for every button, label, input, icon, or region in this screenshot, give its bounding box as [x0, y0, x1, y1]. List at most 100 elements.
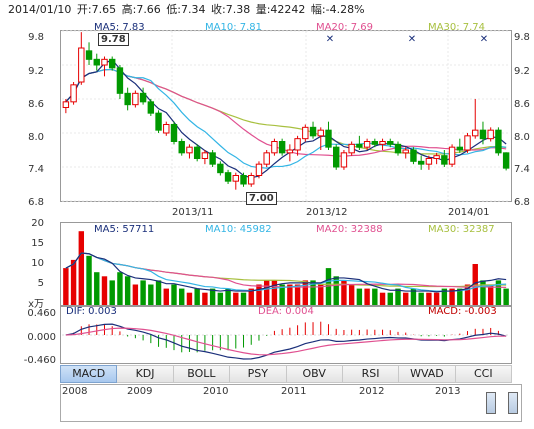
candle — [448, 146, 456, 165]
price-chart[interactable] — [60, 30, 512, 202]
price-tick: 8.6 — [28, 99, 44, 110]
price-tick: 7.4 — [514, 164, 530, 175]
candle — [224, 172, 232, 182]
volume-bar — [418, 292, 424, 305]
price-tick: 8.0 — [28, 132, 44, 143]
volume-bar — [171, 284, 177, 305]
candle — [286, 149, 294, 154]
candle — [487, 129, 494, 140]
price-tick: 9.2 — [28, 66, 44, 77]
dif-line — [65, 323, 507, 360]
candle — [193, 146, 201, 160]
vol-tick: 20 — [31, 218, 44, 229]
candle — [348, 143, 355, 154]
candle — [433, 155, 440, 160]
date-tick: 2014/01 — [448, 207, 490, 218]
ma10-line — [65, 68, 507, 169]
indicator-tabs: MACD KDJ BOLL PSY OBV RSI WVAD CCI — [60, 365, 512, 383]
volume-bar — [487, 284, 494, 305]
volume-bar — [294, 284, 301, 305]
volume-bar — [194, 288, 200, 305]
volume-bar — [109, 280, 115, 305]
candle — [425, 158, 433, 165]
volume-bar — [163, 288, 169, 305]
timeline-navigator[interactable] — [60, 384, 522, 422]
volume-bar — [240, 292, 247, 305]
tab-boll[interactable]: BOLL — [173, 365, 231, 383]
tab-wvad[interactable]: WVAD — [399, 365, 456, 383]
volume-bar — [155, 280, 162, 305]
tab-rsi[interactable]: RSI — [342, 365, 400, 383]
ma30-legend: MA30: 7.74 — [428, 22, 486, 33]
tab-macd[interactable]: MACD — [60, 365, 118, 383]
candle — [271, 141, 278, 154]
volume-bar — [310, 280, 316, 305]
vol-ma10-legend: MA10: 45982 — [205, 224, 272, 235]
macd-tick: -0.460 — [23, 355, 56, 366]
volume-bar — [86, 255, 92, 305]
volume-bar — [94, 272, 100, 305]
year-label: 2011 — [281, 386, 307, 397]
volume-bar — [325, 268, 332, 305]
candle — [186, 146, 193, 154]
quote-header: 2014/01/10 开:7.65 高:7.66 低:7.34 收:7.38 量… — [8, 1, 367, 16]
vol-tick: 5 — [37, 278, 44, 289]
volume-bar — [101, 276, 108, 305]
vol-ma30-legend: MA30: 32387 — [428, 224, 495, 235]
candle — [325, 129, 332, 148]
vol-ma10-line — [65, 252, 507, 292]
volume-bar — [449, 288, 455, 305]
timeline-right-handle[interactable] — [508, 392, 518, 414]
quote-close: 收:7.38 — [211, 3, 251, 16]
candle — [441, 155, 448, 165]
quote-change: 幅:-4.28% — [310, 3, 365, 16]
volume-bar — [124, 276, 131, 305]
date-tick: 2013/11 — [172, 207, 214, 218]
x-marker-icon: ✕ — [408, 34, 416, 45]
tab-psy[interactable]: PSY — [230, 365, 287, 383]
volume-bar — [503, 288, 509, 305]
tab-kdj[interactable]: KDJ — [117, 365, 174, 383]
candle — [170, 124, 178, 142]
vol-tick: 10 — [31, 258, 44, 269]
candle — [62, 101, 70, 109]
tab-cci[interactable]: CCI — [455, 365, 512, 383]
price-tick: 9.2 — [514, 66, 530, 77]
candle — [101, 58, 108, 66]
volume-bar — [426, 292, 432, 305]
volume-bar — [263, 280, 270, 305]
volume-bar — [70, 259, 77, 305]
candle — [333, 146, 340, 168]
candle — [278, 141, 286, 154]
candle — [217, 163, 224, 174]
low-marker: 7.00 — [246, 192, 277, 205]
year-label: 2008 — [62, 386, 88, 397]
volume-bar — [256, 284, 262, 305]
tab-obv[interactable]: OBV — [286, 365, 343, 383]
candle — [232, 175, 239, 182]
candle — [263, 152, 270, 165]
price-tick: 9.8 — [28, 32, 44, 43]
volume-bar — [248, 288, 254, 305]
candle — [139, 92, 147, 103]
volume-bar — [387, 292, 393, 305]
candle — [417, 160, 425, 165]
volume-bar — [341, 280, 347, 305]
dif-legend: DIF: 0.003 — [66, 306, 117, 317]
volume-bar — [379, 292, 386, 305]
candle — [387, 141, 394, 145]
candle — [402, 149, 409, 154]
timeline-left-handle[interactable] — [486, 392, 496, 414]
volume-bar — [441, 288, 448, 305]
vol-ma30-line — [65, 252, 507, 288]
vol-ma5-legend: MA5: 57711 — [94, 224, 155, 235]
high-marker: 9.78 — [98, 33, 129, 46]
volume-bar — [403, 292, 409, 305]
vol-tick: 15 — [31, 238, 44, 249]
ma5-line — [65, 59, 507, 179]
macd-tick: 0.460 — [27, 308, 56, 319]
candle — [209, 152, 216, 165]
volume-bar — [433, 292, 440, 305]
candle — [132, 92, 139, 106]
